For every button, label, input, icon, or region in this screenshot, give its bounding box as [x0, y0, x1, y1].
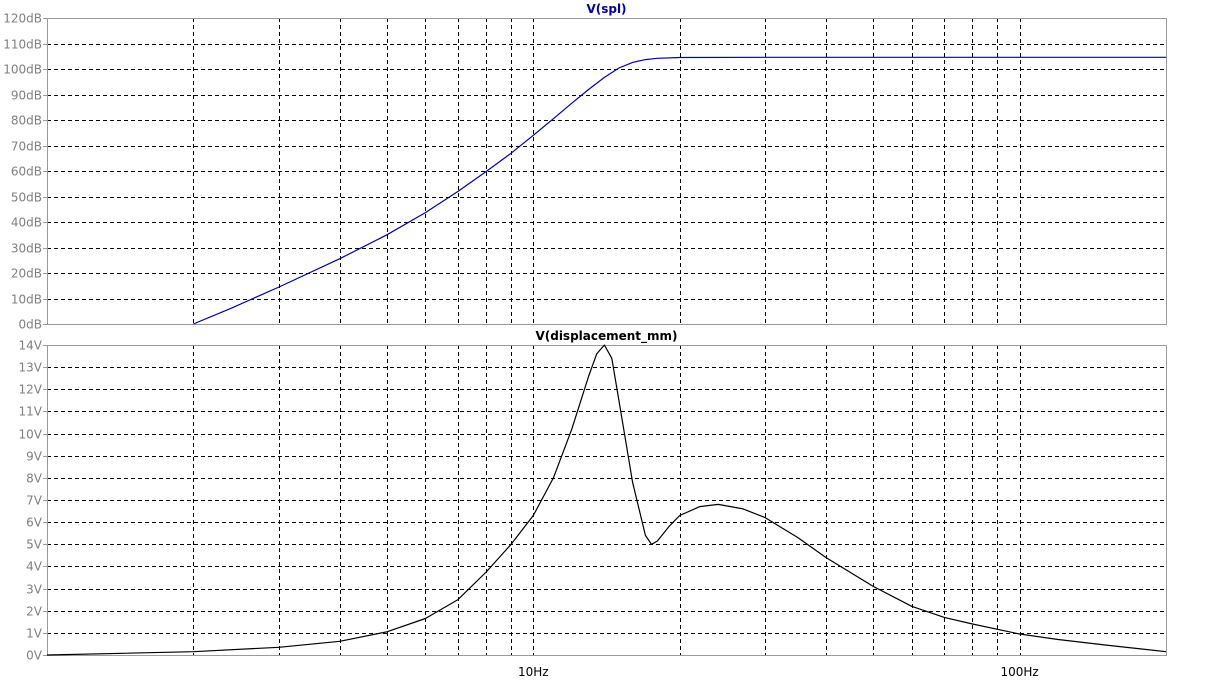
displacement-y-tick-label: 7V	[26, 494, 43, 508]
displacement-x-tick-label: 100Hz	[1000, 665, 1038, 679]
displacement-y-tick-label: 12V	[19, 383, 43, 397]
displacement-series-line	[46, 344, 1167, 656]
displacement-y-tick-label: 14V	[19, 339, 43, 353]
displacement-plot-frame	[47, 345, 1167, 656]
spl-y-tick-label: 110dB	[3, 38, 42, 52]
spl-y-tick-label: 100dB	[3, 63, 42, 77]
spl-y-tick-label: 10dB	[11, 293, 42, 307]
spl-plot-frame	[47, 18, 1167, 325]
spl-y-tick-label: 70dB	[11, 140, 42, 154]
displacement-x-tick-label: 10Hz	[518, 665, 549, 679]
spl-y-tick-label: 80dB	[11, 114, 42, 128]
spl-y-tick-label: 90dB	[11, 89, 42, 103]
spl-y-tick-label: 0dB	[19, 318, 42, 332]
displacement-y-tick-label: 9V	[26, 450, 43, 464]
displacement-chart-title: V(displacement_mm)	[535, 329, 677, 344]
displacement-y-tick-label: 11V	[19, 405, 43, 419]
spl-y-tick-label: 60dB	[11, 165, 42, 179]
displacement-y-tick-label: 6V	[26, 516, 43, 530]
displacement-y-tick-label: 1V	[26, 627, 43, 641]
spl-y-tick-label: 50dB	[11, 191, 42, 205]
displacement-y-tick-label: 2V	[26, 605, 43, 619]
displacement-y-tick-label: 3V	[26, 583, 43, 597]
displacement-y-tick-label: 0V	[26, 649, 43, 663]
spl-y-tick-label: 120dB	[3, 12, 42, 26]
spl-series-line	[193, 56, 1166, 325]
displacement-y-tick-label: 13V	[19, 361, 43, 375]
displacement-y-tick-label: 10V	[19, 428, 43, 442]
spl-chart-panel: V(spl) 0dB 10dB 20dB 30dB 40dB 50dB 60dB 70dB 80…	[3, 2, 1167, 332]
spl-y-tick-label: 40dB	[11, 216, 42, 230]
spl-chart-title: V(spl)	[586, 2, 626, 16]
displacement-y-tick-label: 5V	[26, 538, 43, 552]
displacement-y-tick-label: 4V	[26, 560, 43, 574]
displacement-y-tick-label: 8V	[26, 472, 43, 486]
spl-y-tick-label: 30dB	[11, 242, 42, 256]
spl-y-tick-label: 20dB	[11, 267, 42, 281]
displacement-chart-panel: V(displacement_mm) 0V 1V 2V 3V 4V 5V 6V 7V 8V 9V 1…	[19, 329, 1167, 679]
